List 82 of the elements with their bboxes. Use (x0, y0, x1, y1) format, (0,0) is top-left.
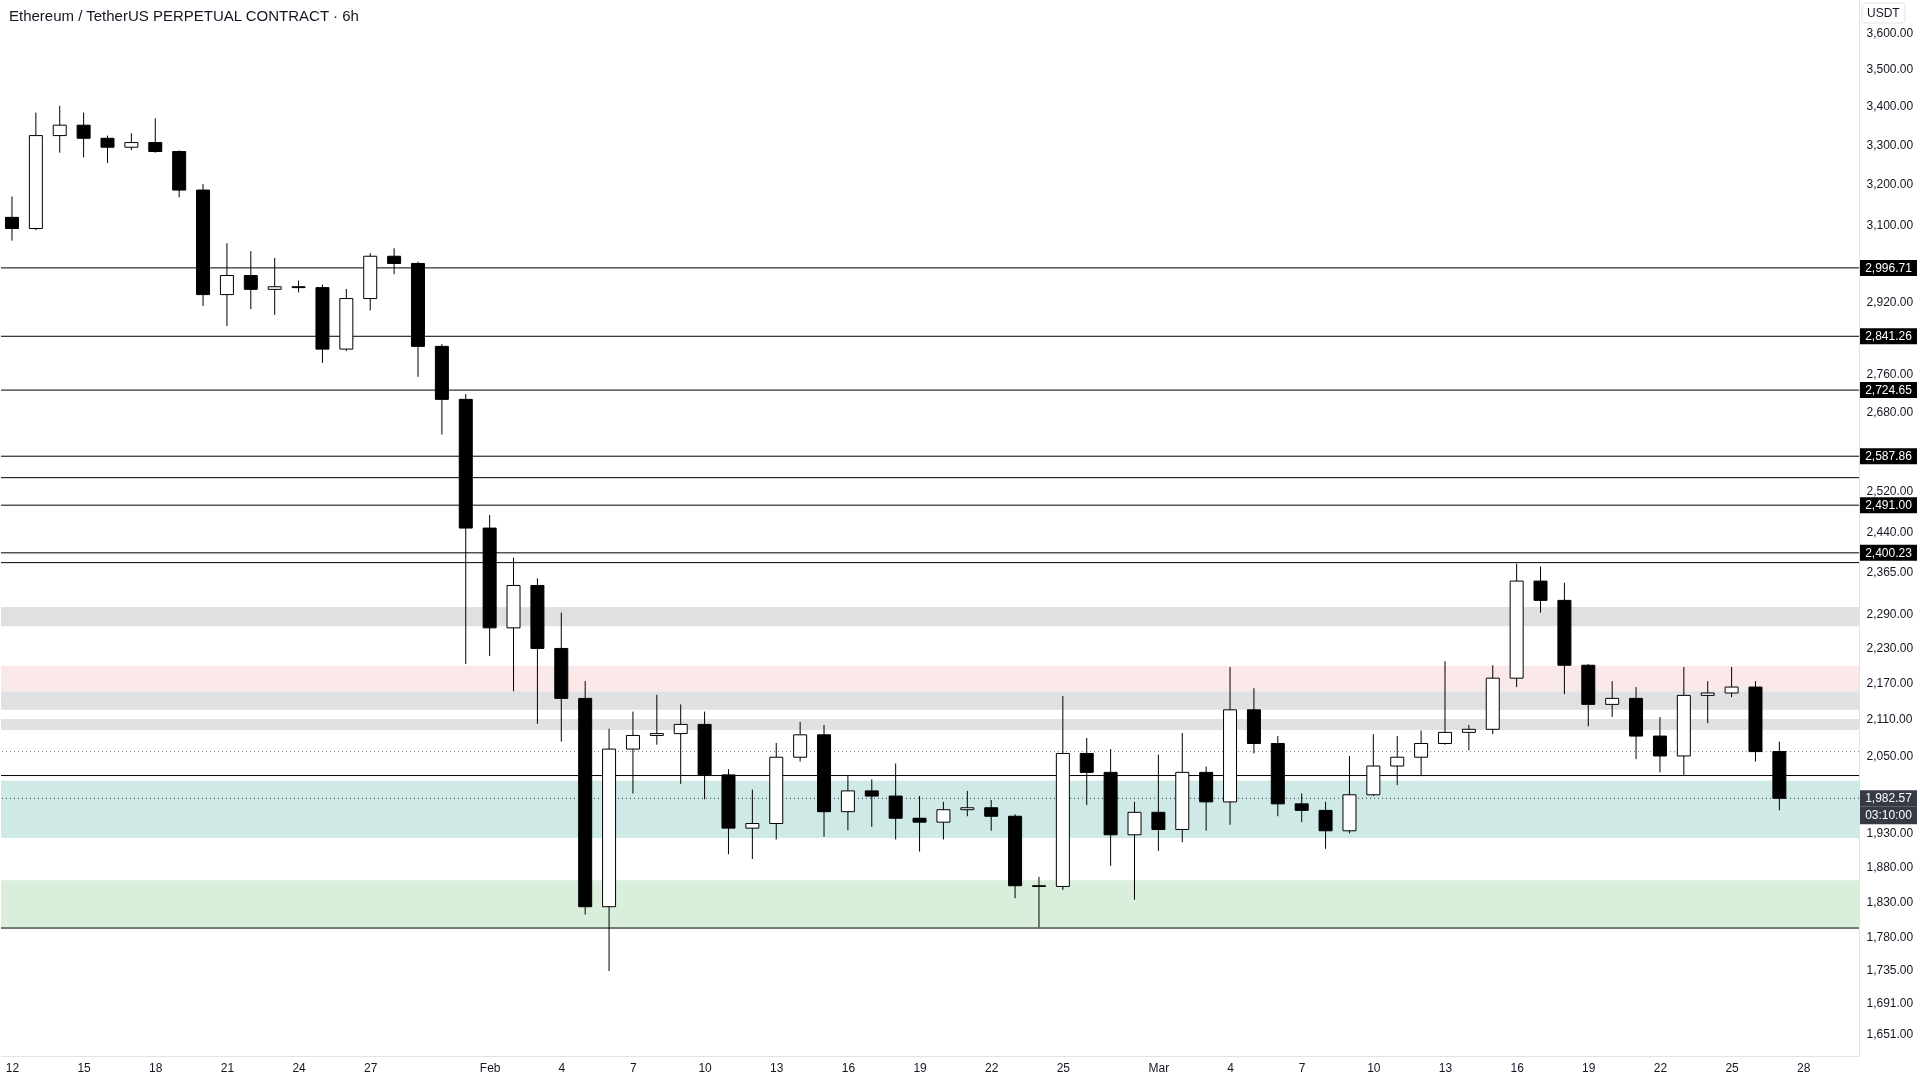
y-tick-label: 1,691.00 (1866, 996, 1914, 1011)
y-tick-label: 1,930.00 (1866, 826, 1914, 841)
x-tick-label: 13 (770, 1060, 784, 1075)
y-tick-label: 3,400.00 (1866, 99, 1914, 114)
x-tick-label: 24 (292, 1060, 307, 1075)
x-tick-label: 27 (364, 1060, 378, 1075)
ref-line-label: 1,982.57 (1865, 791, 1913, 806)
candlestick (52, 105, 67, 154)
x-tick-label: 16 (1510, 1060, 1525, 1075)
y-tick-label: 2,440.00 (1866, 525, 1914, 540)
candlestick (1700, 680, 1715, 724)
candlestick (1127, 801, 1142, 901)
y-tick-label: 2,230.00 (1866, 640, 1914, 655)
y-tick-label: 2,110.00 (1866, 711, 1913, 726)
y-tick-label: 2,760.00 (1866, 367, 1914, 382)
x-tick-label: 7 (1298, 1060, 1306, 1075)
candlestick (984, 799, 999, 832)
candlestick (1318, 801, 1333, 850)
x-tick-label: 7 (630, 1060, 638, 1075)
candlestick (1724, 666, 1739, 698)
candlestick (864, 778, 879, 828)
candlestick (1652, 716, 1667, 773)
x-tick-label: Feb (479, 1060, 501, 1075)
y-tick-label: 2,290.00 (1866, 606, 1914, 621)
candlestick (76, 112, 91, 158)
x-tick-label: Mar (1148, 1060, 1170, 1075)
y-tick-label: 2,520.00 (1866, 483, 1914, 498)
y-tick-label: 2,050.00 (1866, 748, 1914, 763)
x-tick-label: 18 (149, 1060, 163, 1075)
candlestick (100, 135, 115, 164)
candlestick (1605, 680, 1620, 718)
ref-line-label: 2,400.23 (1865, 545, 1913, 560)
x-tick-label: 4 (558, 1060, 566, 1075)
x-tick-label: 15 (77, 1060, 92, 1075)
candlestick (912, 795, 927, 853)
y-tick-label: 2,680.00 (1866, 404, 1914, 419)
ref-line-label: 2,491.00 (1865, 498, 1913, 513)
x-tick-label: 25 (1056, 1060, 1071, 1075)
y-tick-label: 1,651.00 (1866, 1026, 1914, 1041)
x-tick-label: 28 (1797, 1060, 1811, 1075)
candlestick (148, 117, 163, 154)
candlestick (960, 790, 975, 817)
x-tick-label: 12 (5, 1060, 20, 1075)
x-tick-label: 19 (1582, 1060, 1596, 1075)
candlestick (1437, 660, 1452, 746)
x-tick-label: 4 (1227, 1060, 1235, 1075)
x-tick-label: 10 (698, 1060, 713, 1075)
x-tick-label: 22 (985, 1060, 999, 1075)
y-tick-label: 1,780.00 (1866, 930, 1914, 945)
ref-line-label: 2,996.71 (1865, 260, 1913, 275)
y-axis-title: USDT (1867, 6, 1901, 20)
y-tick-label: 3,300.00 (1866, 137, 1914, 152)
y-tick-label: 2,365.00 (1866, 565, 1914, 580)
x-tick-label: 21 (220, 1060, 235, 1075)
candlestick (4, 196, 19, 242)
x-tick-label: 10 (1367, 1060, 1381, 1075)
ref-line-label: 2,841.26 (1865, 329, 1913, 344)
y-tick-label: 2,920.00 (1866, 294, 1914, 309)
candlestick (936, 801, 951, 840)
x-tick-label: 25 (1725, 1060, 1740, 1075)
x-tick-label: 16 (841, 1060, 856, 1075)
y-tick-label: 1,880.00 (1866, 859, 1914, 874)
y-tick-label: 3,500.00 (1866, 62, 1914, 77)
candlestick (1461, 724, 1476, 751)
x-tick-label: 13 (1438, 1060, 1453, 1075)
y-tick-label: 1,735.00 (1866, 963, 1914, 978)
x-tick-label: 22 (1653, 1060, 1668, 1075)
chart-title: Ethereum / TetherUS PERPETUAL CONTRACT · 6h (9, 7, 359, 24)
candlestick (1294, 792, 1309, 823)
y-tick-label: 3,600.00 (1866, 25, 1914, 40)
y-tick-label: 1,830.00 (1866, 894, 1914, 909)
text: 03:10:00 (1865, 808, 1913, 823)
candlestick (793, 721, 808, 763)
ref-line-label: 2,587.86 (1865, 449, 1913, 464)
candlestick (649, 694, 664, 746)
y-tick-label: 3,200.00 (1866, 177, 1914, 192)
ref-line-label: 2,724.65 (1865, 383, 1913, 398)
candlestick (1533, 565, 1548, 614)
y-tick-label: 3,100.00 (1866, 217, 1914, 232)
candlestick (745, 789, 760, 860)
y-tick-label: 2,170.00 (1866, 675, 1914, 690)
x-tick-label: 19 (913, 1060, 928, 1075)
